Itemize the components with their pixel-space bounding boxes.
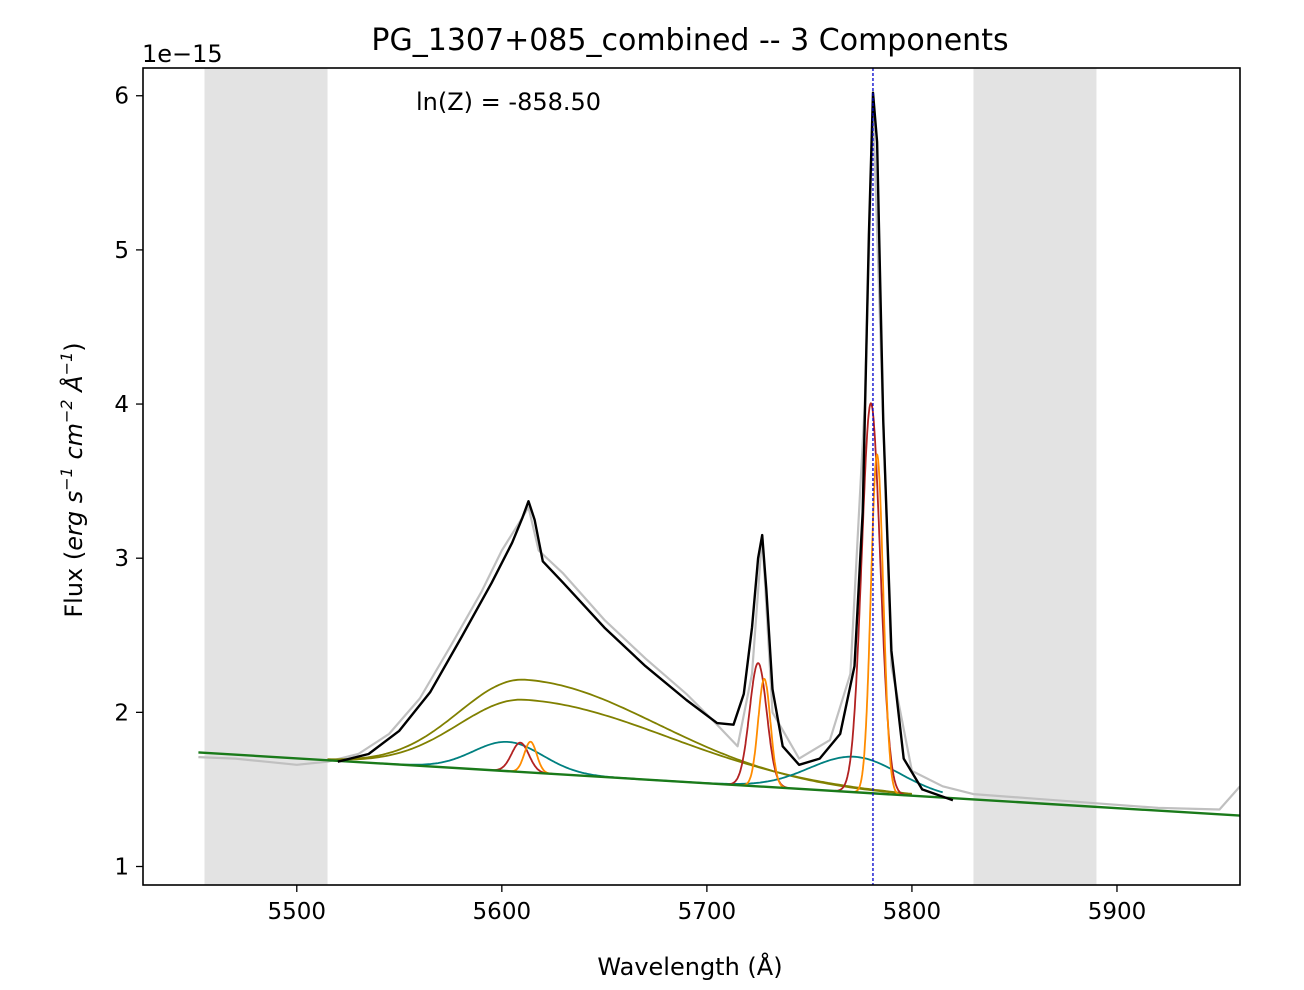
series-continuum [198,751,1240,817]
excluded-regions [204,68,1097,885]
series-broad-b [327,698,912,795]
y-label-exp-1: −1 [57,467,76,491]
axes: 5500 5600 5700 5800 5900 1 2 3 4 5 6 [114,67,1241,925]
x-tick-label: 5500 [268,899,327,925]
x-tick-label: 5800 [883,899,942,925]
y-tick-label: 5 [114,238,129,264]
series-narrow-orange-2 [739,678,790,790]
y-axis-label: Flux (erg s−1 cm−2 Å−1) [57,342,88,617]
series-narrow-red-3 [833,402,909,797]
series-data [198,102,1240,811]
plot-frame [142,67,1241,886]
shaded-region-1 [204,68,328,885]
x-tick-label: 5700 [678,899,737,925]
chart-title: PG_1307+085_combined -- 3 Components [371,23,1008,58]
y-label-unit-1: erg s [60,491,88,551]
y-label-exp-3: −1 [57,352,76,376]
y-label-unit-3: Å [59,375,88,399]
series-intermediate-1 [378,741,636,780]
series-narrow-orange-3 [849,453,907,797]
series-model [337,91,954,802]
lnz-annotation: ln(Z) = -858.50 [416,88,601,116]
offset-label: 1e−15 [142,40,223,68]
plot-area [198,68,1240,885]
x-axis-label: Wavelength (Å) [597,952,782,981]
x-tick-label: 5900 [1088,899,1147,925]
y-tick-label: 6 [114,84,129,110]
shaded-region-2 [973,68,1097,885]
x-tick-label: 5600 [473,899,532,925]
y-tick-label: 3 [114,546,129,572]
y-label-unit-2: cm [60,423,88,467]
y-tick-label: 2 [114,700,129,726]
y-label-exp-2: −2 [57,399,76,423]
y-label-suffix: ) [60,342,88,351]
y-tick-label: 4 [114,392,129,418]
y-tick-label: 1 [114,855,129,881]
y-label-prefix: Flux ( [60,551,88,618]
